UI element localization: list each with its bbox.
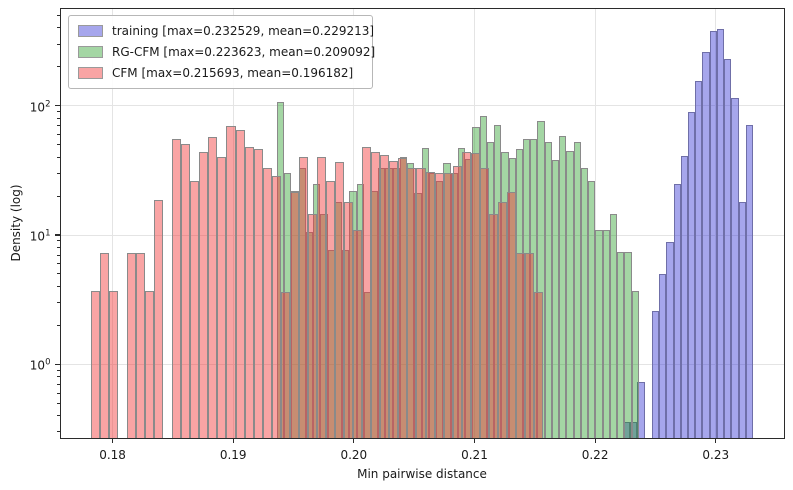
x-tick-label: 0.23 bbox=[702, 447, 730, 462]
y-axis-label: Density (log) bbox=[9, 184, 23, 262]
y-tick-label: 100 bbox=[29, 357, 51, 373]
legend-entry-cfm: CFM [max=0.215693, mean=0.196182] bbox=[78, 64, 363, 82]
x-tick bbox=[594, 438, 596, 443]
legend-swatch-training bbox=[78, 25, 103, 37]
legend-label: CFM [max=0.215693, mean=0.196182] bbox=[112, 66, 354, 80]
x-tick-label: 0.21 bbox=[461, 447, 488, 462]
legend-entry-training: training [max=0.232529, mean=0.229213] bbox=[78, 22, 374, 40]
legend: training [max=0.232529, mean=0.229213] RG… bbox=[68, 15, 375, 89]
legend-entry-rg_cfm: RG-CFM [max=0.223623, mean=0.209092] bbox=[78, 43, 375, 61]
x-tick bbox=[353, 438, 355, 443]
legend-swatch-cfm bbox=[78, 67, 103, 79]
x-tick-label: 0.22 bbox=[581, 447, 609, 462]
legend-swatch-rg_cfm bbox=[78, 46, 103, 58]
y-tick-label: 102 bbox=[29, 99, 51, 115]
x-tick bbox=[232, 438, 234, 443]
x-tick-label: 0.18 bbox=[99, 447, 126, 462]
x-tick bbox=[111, 438, 114, 443]
legend-label: RG-CFM [max=0.223623, mean=0.209092] bbox=[112, 45, 376, 59]
x-axis-label: Min pairwise distance bbox=[357, 466, 487, 481]
x-tick bbox=[473, 438, 476, 443]
legend-label: training [max=0.232529, mean=0.229213] bbox=[112, 24, 375, 38]
axes-spines bbox=[59, 8, 785, 439]
x-tick-label: 0.20 bbox=[340, 447, 368, 462]
x-tick-label: 0.19 bbox=[219, 447, 247, 462]
x-tick bbox=[715, 438, 717, 443]
